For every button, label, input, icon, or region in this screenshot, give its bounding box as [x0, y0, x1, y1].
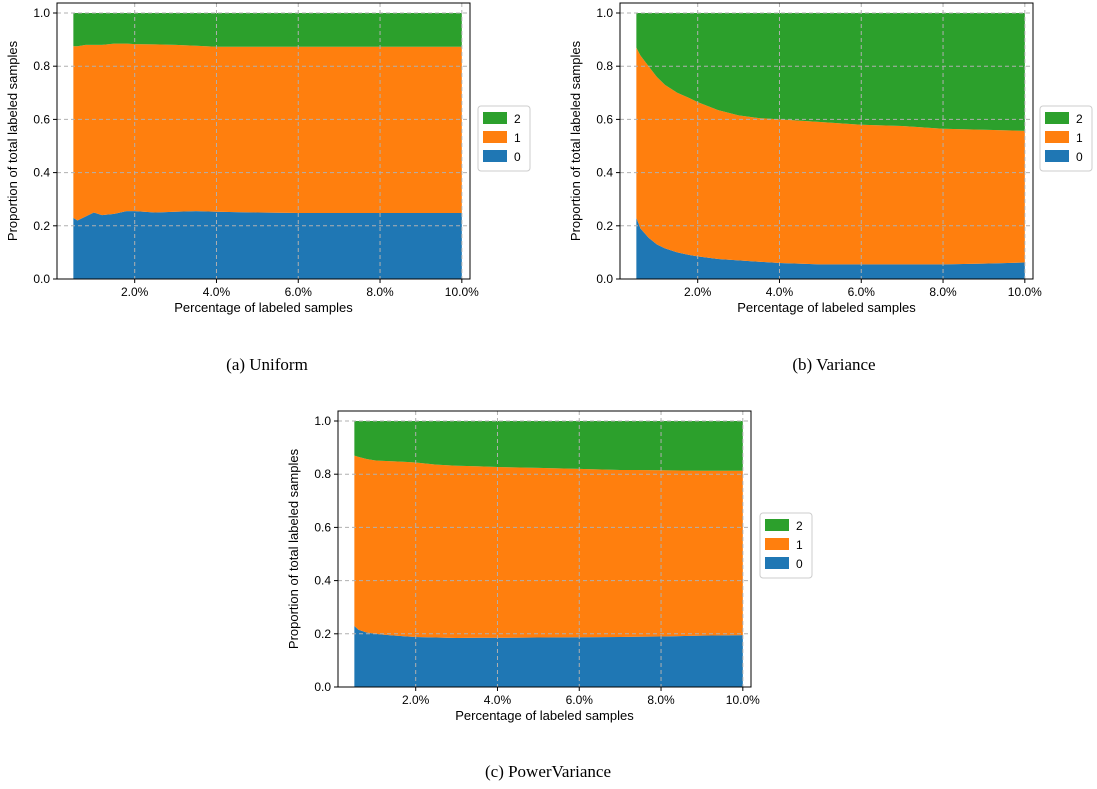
x-tick-label: 6.0% [848, 285, 876, 299]
legend-label-0: 0 [514, 150, 521, 164]
y-tick-label: 0.4 [314, 574, 331, 588]
legend-label-0: 0 [796, 557, 803, 571]
y-tick-label: 0.0 [314, 680, 331, 694]
area-series-2 [636, 13, 1025, 131]
legend-label-1: 1 [1076, 131, 1083, 145]
legend-swatch-1 [1045, 131, 1069, 143]
y-tick-label: 0.0 [33, 272, 50, 286]
area-series-1 [354, 455, 743, 639]
x-tick-label: 4.0% [484, 693, 512, 707]
x-tick-label: 10.0% [1008, 285, 1042, 299]
x-axis-label: Percentage of labeled samples [455, 708, 634, 723]
y-tick-label: 0.2 [596, 219, 613, 233]
x-tick-label: 6.0% [566, 693, 594, 707]
subfigure-caption: (b) Variance [792, 355, 875, 374]
legend-label-2: 2 [796, 519, 803, 533]
area-series-2 [354, 421, 743, 471]
axes-frame [619, 2, 1034, 280]
x-tick-label: 10.0% [445, 285, 479, 299]
legend-swatch-2 [483, 112, 507, 124]
x-tick-label: 2.0% [684, 285, 712, 299]
x-tick-label: 10.0% [726, 693, 760, 707]
area-series-0 [636, 217, 1025, 279]
legend: 2 1 0 [477, 105, 531, 172]
area-series-2 [73, 13, 462, 47]
legend-swatch-0 [483, 150, 507, 162]
legend-swatch-0 [765, 557, 789, 569]
y-tick-label: 0.6 [596, 112, 613, 126]
legend-swatch-1 [483, 131, 507, 143]
legend-label-2: 2 [1076, 112, 1083, 126]
x-tick-label: 4.0% [203, 285, 231, 299]
x-tick-label: 2.0% [402, 693, 430, 707]
y-tick-label: 0.4 [33, 166, 50, 180]
x-axis-label: Percentage of labeled samples [737, 300, 916, 315]
y-tick-label: 0.4 [596, 166, 613, 180]
legend-label-0: 0 [1076, 150, 1083, 164]
x-tick-label: 8.0% [366, 285, 394, 299]
y-tick-label: 0.6 [33, 112, 50, 126]
area-series-0 [354, 625, 743, 687]
y-axis-label: Proportion of total labeled samples [5, 40, 20, 241]
x-tick-label: 6.0% [285, 285, 313, 299]
y-tick-label: 1.0 [596, 6, 613, 20]
y-tick-label: 1.0 [33, 6, 50, 20]
y-tick-label: 1.0 [314, 414, 331, 428]
y-tick-label: 0.2 [314, 627, 331, 641]
y-axis-label: Proportion of total labeled samples [286, 448, 301, 649]
x-tick-label: 4.0% [766, 285, 794, 299]
legend-label-2: 2 [514, 112, 521, 126]
y-tick-label: 0.6 [314, 520, 331, 534]
subfigure-caption: (a) Uniform [226, 355, 308, 374]
axes-frame [56, 2, 471, 280]
legend-swatch-2 [765, 519, 789, 531]
legend-label-1: 1 [796, 538, 803, 552]
legend-label-1: 1 [514, 131, 521, 145]
y-tick-label: 0.0 [596, 272, 613, 286]
y-tick-label: 0.8 [33, 59, 50, 73]
area-series-1 [636, 47, 1025, 265]
x-axis-label: Percentage of labeled samples [174, 300, 353, 315]
y-tick-label: 0.8 [314, 467, 331, 481]
axes-frame [337, 410, 752, 688]
legend: 2 1 0 [1039, 105, 1093, 172]
legend-swatch-1 [765, 538, 789, 550]
chart-panel-0: 2.0% 4.0% 6.0% 8.0% 10.0% 0.0 0.2 0.4 0.6 0.8 1.0 P… [5, 2, 531, 374]
area-series-0 [73, 211, 462, 279]
chart-panel-1: 2.0% 4.0% 6.0% 8.0% 10.0% 0.0 0.2 0.4 0.6 0.8 1.0 P… [568, 2, 1093, 374]
x-tick-label: 8.0% [929, 285, 957, 299]
area-series-1 [73, 43, 462, 221]
y-tick-label: 0.2 [33, 219, 50, 233]
y-tick-label: 0.8 [596, 59, 613, 73]
legend-swatch-0 [1045, 150, 1069, 162]
subfigure-caption: (c) PowerVariance [485, 762, 611, 781]
y-axis-label: Proportion of total labeled samples [568, 40, 583, 241]
x-tick-label: 2.0% [121, 285, 149, 299]
legend: 2 1 0 [759, 512, 813, 579]
x-tick-label: 8.0% [647, 693, 675, 707]
legend-swatch-2 [1045, 112, 1069, 124]
chart-panel-2: 2.0% 4.0% 6.0% 8.0% 10.0% 0.0 0.2 0.4 0.6 0.8 1.0 P… [286, 410, 813, 781]
